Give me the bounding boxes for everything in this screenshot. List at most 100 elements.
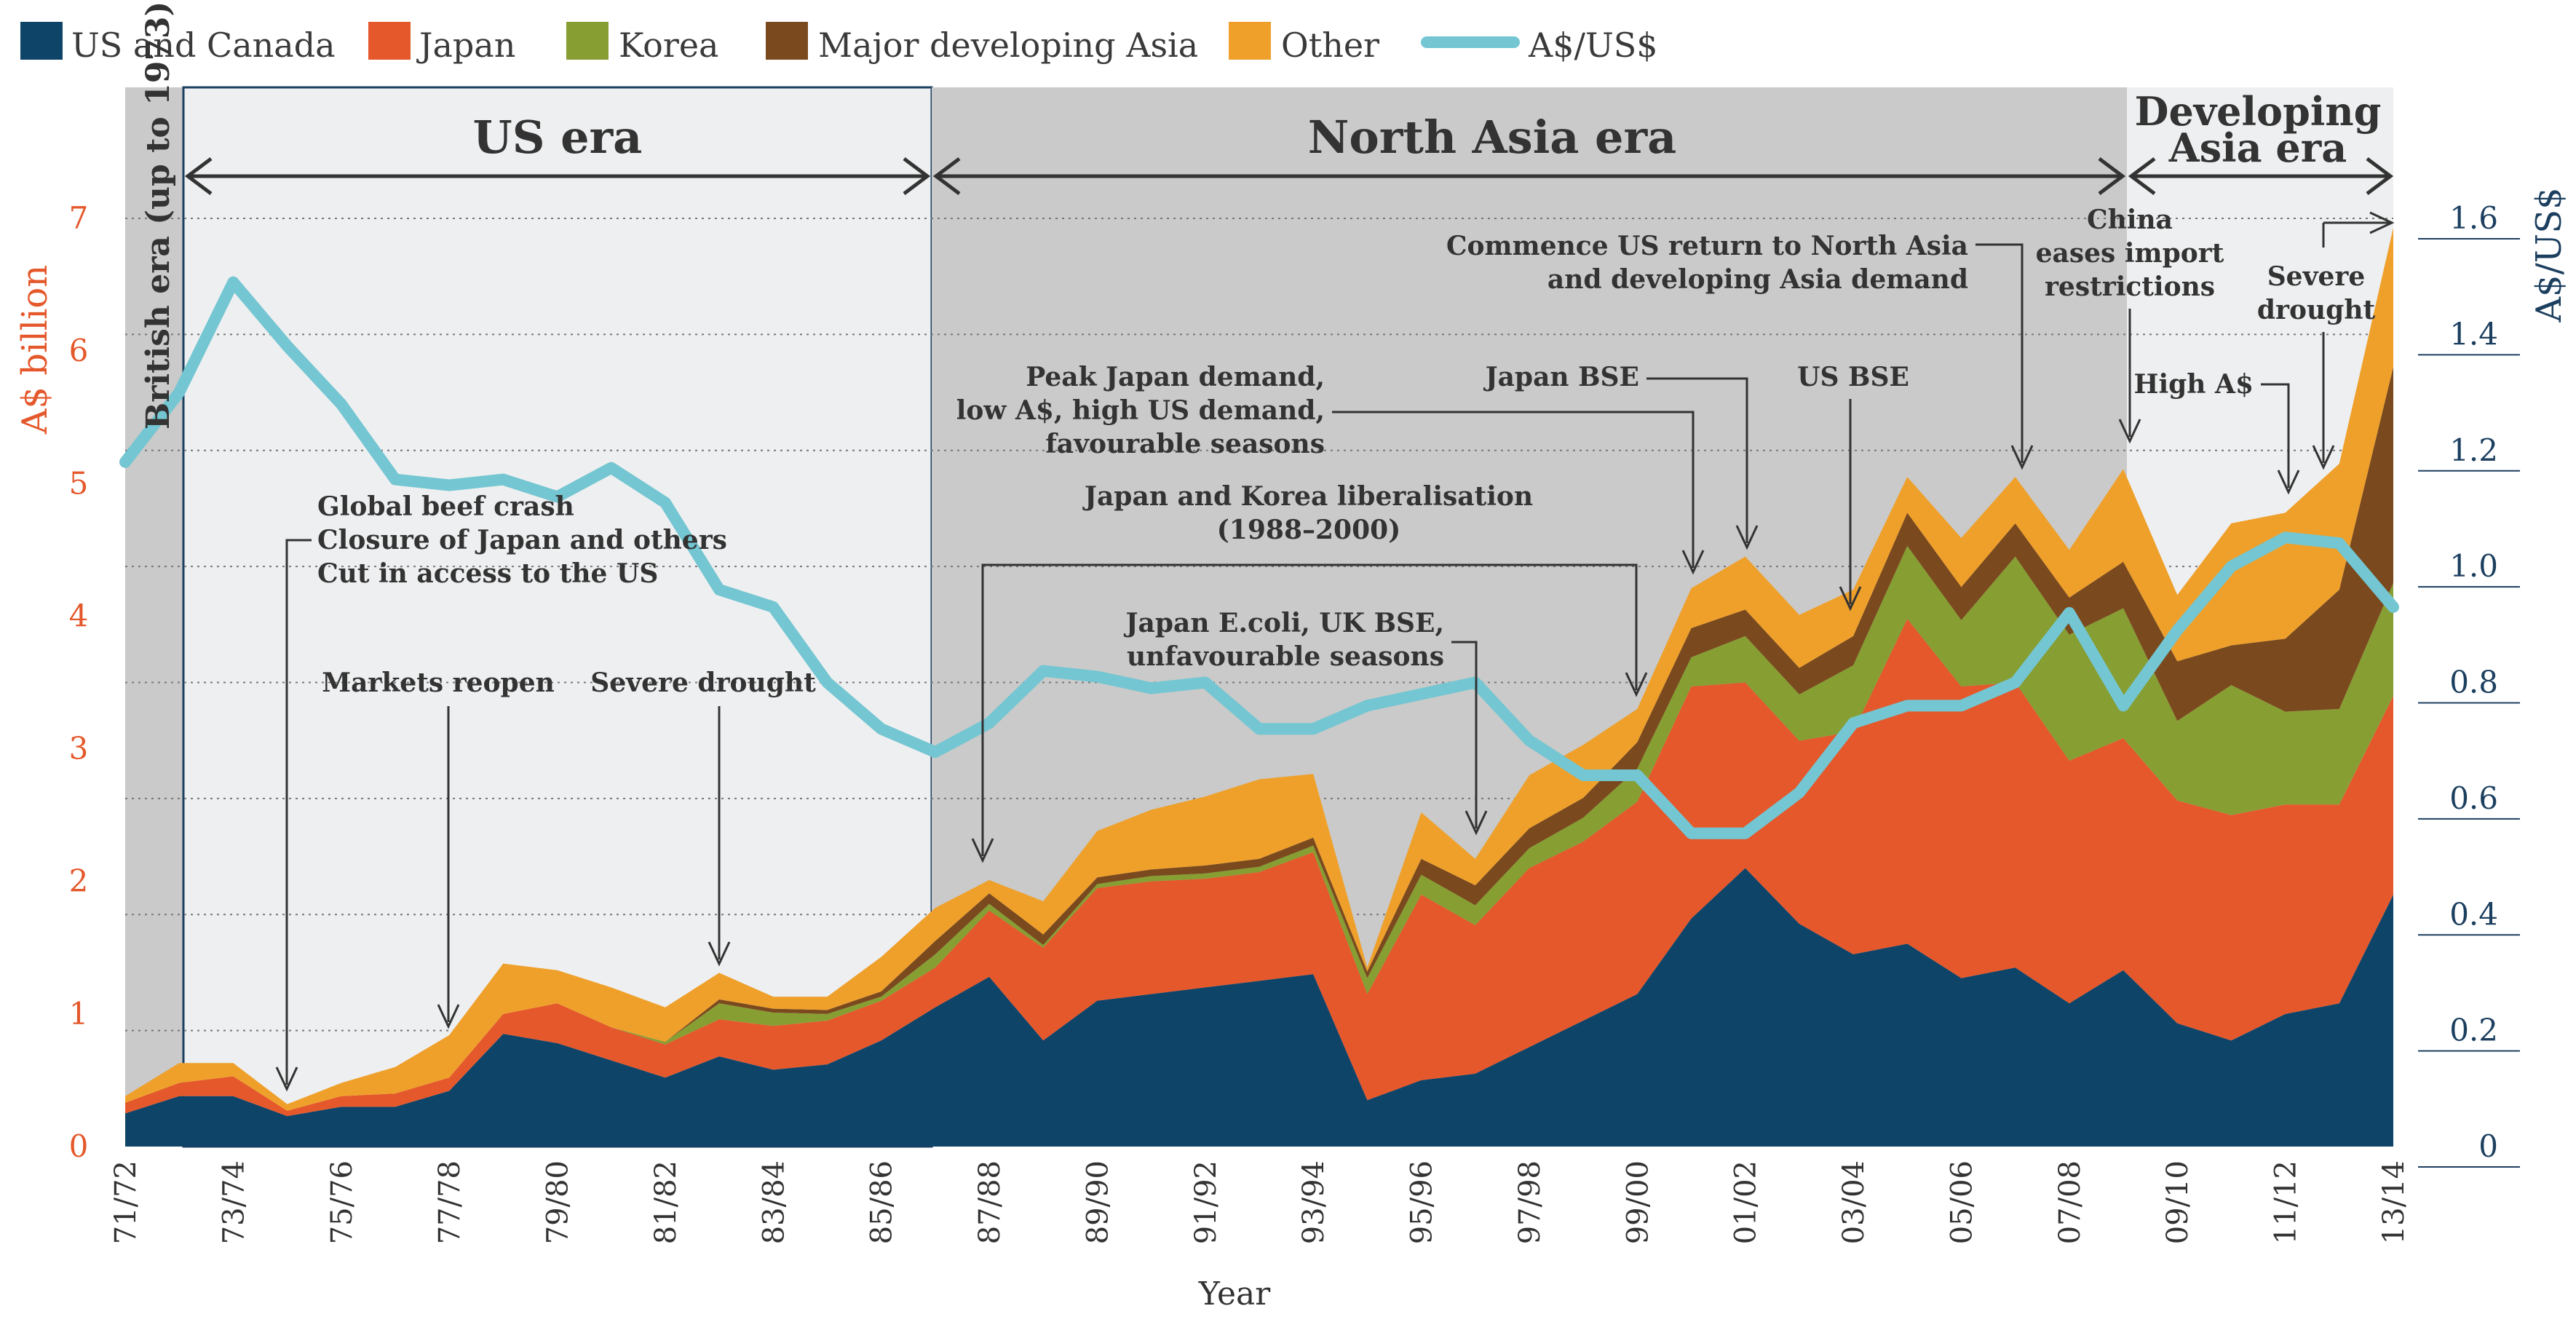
- annotation-high-aud-pointer: [2261, 383, 2290, 488]
- annotation-us-return-line1: Commence US return to North Asia: [1446, 231, 1968, 261]
- era-bg-us: [182, 86, 933, 1148]
- annotation-ecoli-line1: Japan E.coli, UK BSE,: [1123, 608, 1444, 638]
- x-tick-label: 75/76: [325, 1160, 359, 1244]
- legend-label-developing-asia: Major developing Asia: [818, 25, 1198, 65]
- annotation-liberalisation-line2: (1988–2000): [1217, 515, 1400, 545]
- annotation-peak-japan-pointer: [1332, 411, 1695, 568]
- left-tick-label: 1: [69, 996, 89, 1032]
- era-label-north-asia: North Asia era: [1308, 111, 1677, 164]
- era-arrowhead-developing-right: [2366, 157, 2394, 195]
- right-tick-label: 0.8: [2449, 665, 2498, 700]
- x-axis-title: Year: [1198, 1275, 1271, 1313]
- x-tick-label: 77/78: [433, 1160, 467, 1244]
- x-tick-label: 83/84: [757, 1160, 790, 1244]
- left-tick-label: 7: [69, 200, 89, 236]
- legend-label-japan: Japan: [416, 25, 515, 65]
- annotation-beef-crash-arrowhead: [275, 1066, 298, 1092]
- left-tick-label: 2: [69, 863, 89, 899]
- era-markers: British era (up to 1973) US era North As…: [140, 1, 2394, 430]
- annotation-high-aud-arrowhead: [2277, 470, 2300, 495]
- annotation-severe-drought-late-arrowhead: [2312, 445, 2335, 470]
- x-tick-label: 13/14: [2377, 1160, 2411, 1244]
- right-tick-label: 1.4: [2449, 316, 2498, 352]
- left-tick-label: 4: [69, 598, 89, 633]
- right-axis-ticks: 0 0.2 0.4 0.6 0.8 1.0 1.2 1.4 1.6: [2418, 200, 2520, 1168]
- exchange-rate-line-group: [119, 276, 2399, 839]
- legend-swatch-other: [1229, 22, 1271, 60]
- era-arrowhead-north-asia-left: [932, 157, 961, 195]
- left-axis-title: A$ billion: [15, 265, 55, 435]
- right-tick-label: 0.6: [2449, 780, 2498, 816]
- legend-swatch-japan: [368, 22, 411, 60]
- area-korea: [125, 545, 2393, 1111]
- era-arrowhead-us-right: [903, 157, 931, 195]
- legend-swatch-developing-asia: [766, 22, 808, 60]
- legend-label-other: Other: [1281, 25, 1379, 65]
- era-label-british: British era (up to 1973): [140, 1, 177, 430]
- right-axis-title: A$/US$: [2529, 187, 2569, 322]
- annotation-beef-crash-line1: Global beef crash: [317, 491, 574, 522]
- annotation-ecoli-line2: unfavourable seasons: [1127, 641, 1444, 672]
- annotation-us-bse-arrowhead: [1839, 586, 1862, 611]
- x-tick-label: 03/04: [1837, 1160, 1871, 1244]
- legend-label-exchange-rate: A$/US$: [1528, 25, 1658, 65]
- annotation-us-return-pointer: [1975, 243, 2024, 463]
- left-tick-label: 5: [69, 465, 89, 501]
- x-tick-label: 71/72: [109, 1160, 143, 1244]
- era-arrowhead-north-asia-right: [2098, 157, 2126, 195]
- era-arrowhead-developing-left: [2128, 157, 2156, 195]
- left-axis-ticks: 0 1 2 3 4 5 6 7: [69, 200, 89, 1164]
- annotation-us-bse: US BSE: [1797, 362, 1909, 392]
- right-tick-label: 0.2: [2449, 1013, 2498, 1048]
- annotation-japan-bse-arrowhead: [1735, 525, 1759, 550]
- annotation-high-aud: High A$: [2133, 369, 2254, 400]
- x-tick-label: 01/02: [1729, 1160, 1763, 1244]
- annotation-markets-reopen-arrowhead: [437, 1004, 460, 1029]
- legend-swatch-korea: [566, 22, 609, 60]
- exchange-rate-line: [119, 276, 2399, 839]
- left-tick-label: 0: [69, 1128, 89, 1164]
- annotation-severe-drought-early-arrowhead: [708, 941, 731, 967]
- annotation-liberalisation-bracket: [981, 563, 1638, 856]
- annotation-china-arrowhead: [2118, 419, 2141, 444]
- annotations: Global beef crash Closure of Japan and o…: [275, 205, 2395, 1092]
- x-tick-label: 91/92: [1189, 1160, 1223, 1244]
- stacked-areas: [125, 227, 2393, 1147]
- area-japan: [125, 619, 2393, 1117]
- legend-swatch-us-canada: [20, 22, 63, 60]
- right-tick-label: 1.0: [2449, 548, 2498, 584]
- right-tick-label: 0.4: [2449, 896, 2498, 932]
- annotation-markets-reopen: Markets reopen: [322, 668, 555, 698]
- annotation-peak-japan-line1: Peak Japan demand,: [1026, 362, 1325, 392]
- x-tick-label: 87/88: [973, 1160, 1007, 1244]
- annotation-japan-bse-pointer: [1646, 377, 1748, 543]
- x-tick-label: 73/74: [217, 1160, 250, 1244]
- x-tick-label: 97/98: [1513, 1160, 1547, 1244]
- right-tick-label: 0: [2478, 1128, 2498, 1164]
- left-tick-label: 6: [69, 333, 89, 368]
- legend: US and Canada Japan Korea Major developi…: [20, 22, 1658, 65]
- annotation-peak-japan-line3: favourable seasons: [1045, 429, 1325, 459]
- x-tick-label: 07/08: [2053, 1160, 2087, 1244]
- annotation-severe-drought-late-line1: Severe: [2267, 261, 2366, 292]
- annotation-severe-drought-late-top-arrowhead: [2369, 211, 2395, 234]
- x-tick-label: 99/00: [1621, 1160, 1654, 1244]
- x-tick-label: 85/86: [865, 1160, 899, 1244]
- right-tick-label: 1.2: [2449, 432, 2498, 468]
- annotation-china-line2: eases import: [2036, 238, 2224, 269]
- era-label-developing-line2: Asia era: [2168, 124, 2347, 171]
- annotation-liberalisation-arrowhead-right: [1625, 672, 1648, 697]
- annotation-us-return-arrowhead: [2010, 445, 2034, 470]
- annotation-china-line1: China: [2087, 205, 2173, 235]
- annotation-beef-crash-line2: Closure of Japan and others: [317, 525, 727, 555]
- x-tick-label: 05/06: [1945, 1160, 1978, 1244]
- era-bg-british: [125, 87, 183, 1147]
- annotation-ecoli-arrowhead: [1465, 810, 1488, 836]
- annotation-severe-drought-early: Severe drought: [590, 668, 816, 698]
- area-us-and-canada: [125, 868, 2393, 1147]
- era-label-developing-line1: Developing: [2135, 88, 2382, 135]
- right-tick-label: 1.6: [2449, 200, 2498, 236]
- annotation-peak-japan-line2: low A$, high US demand,: [956, 395, 1325, 426]
- annotation-peak-japan-arrowhead: [1681, 550, 1705, 575]
